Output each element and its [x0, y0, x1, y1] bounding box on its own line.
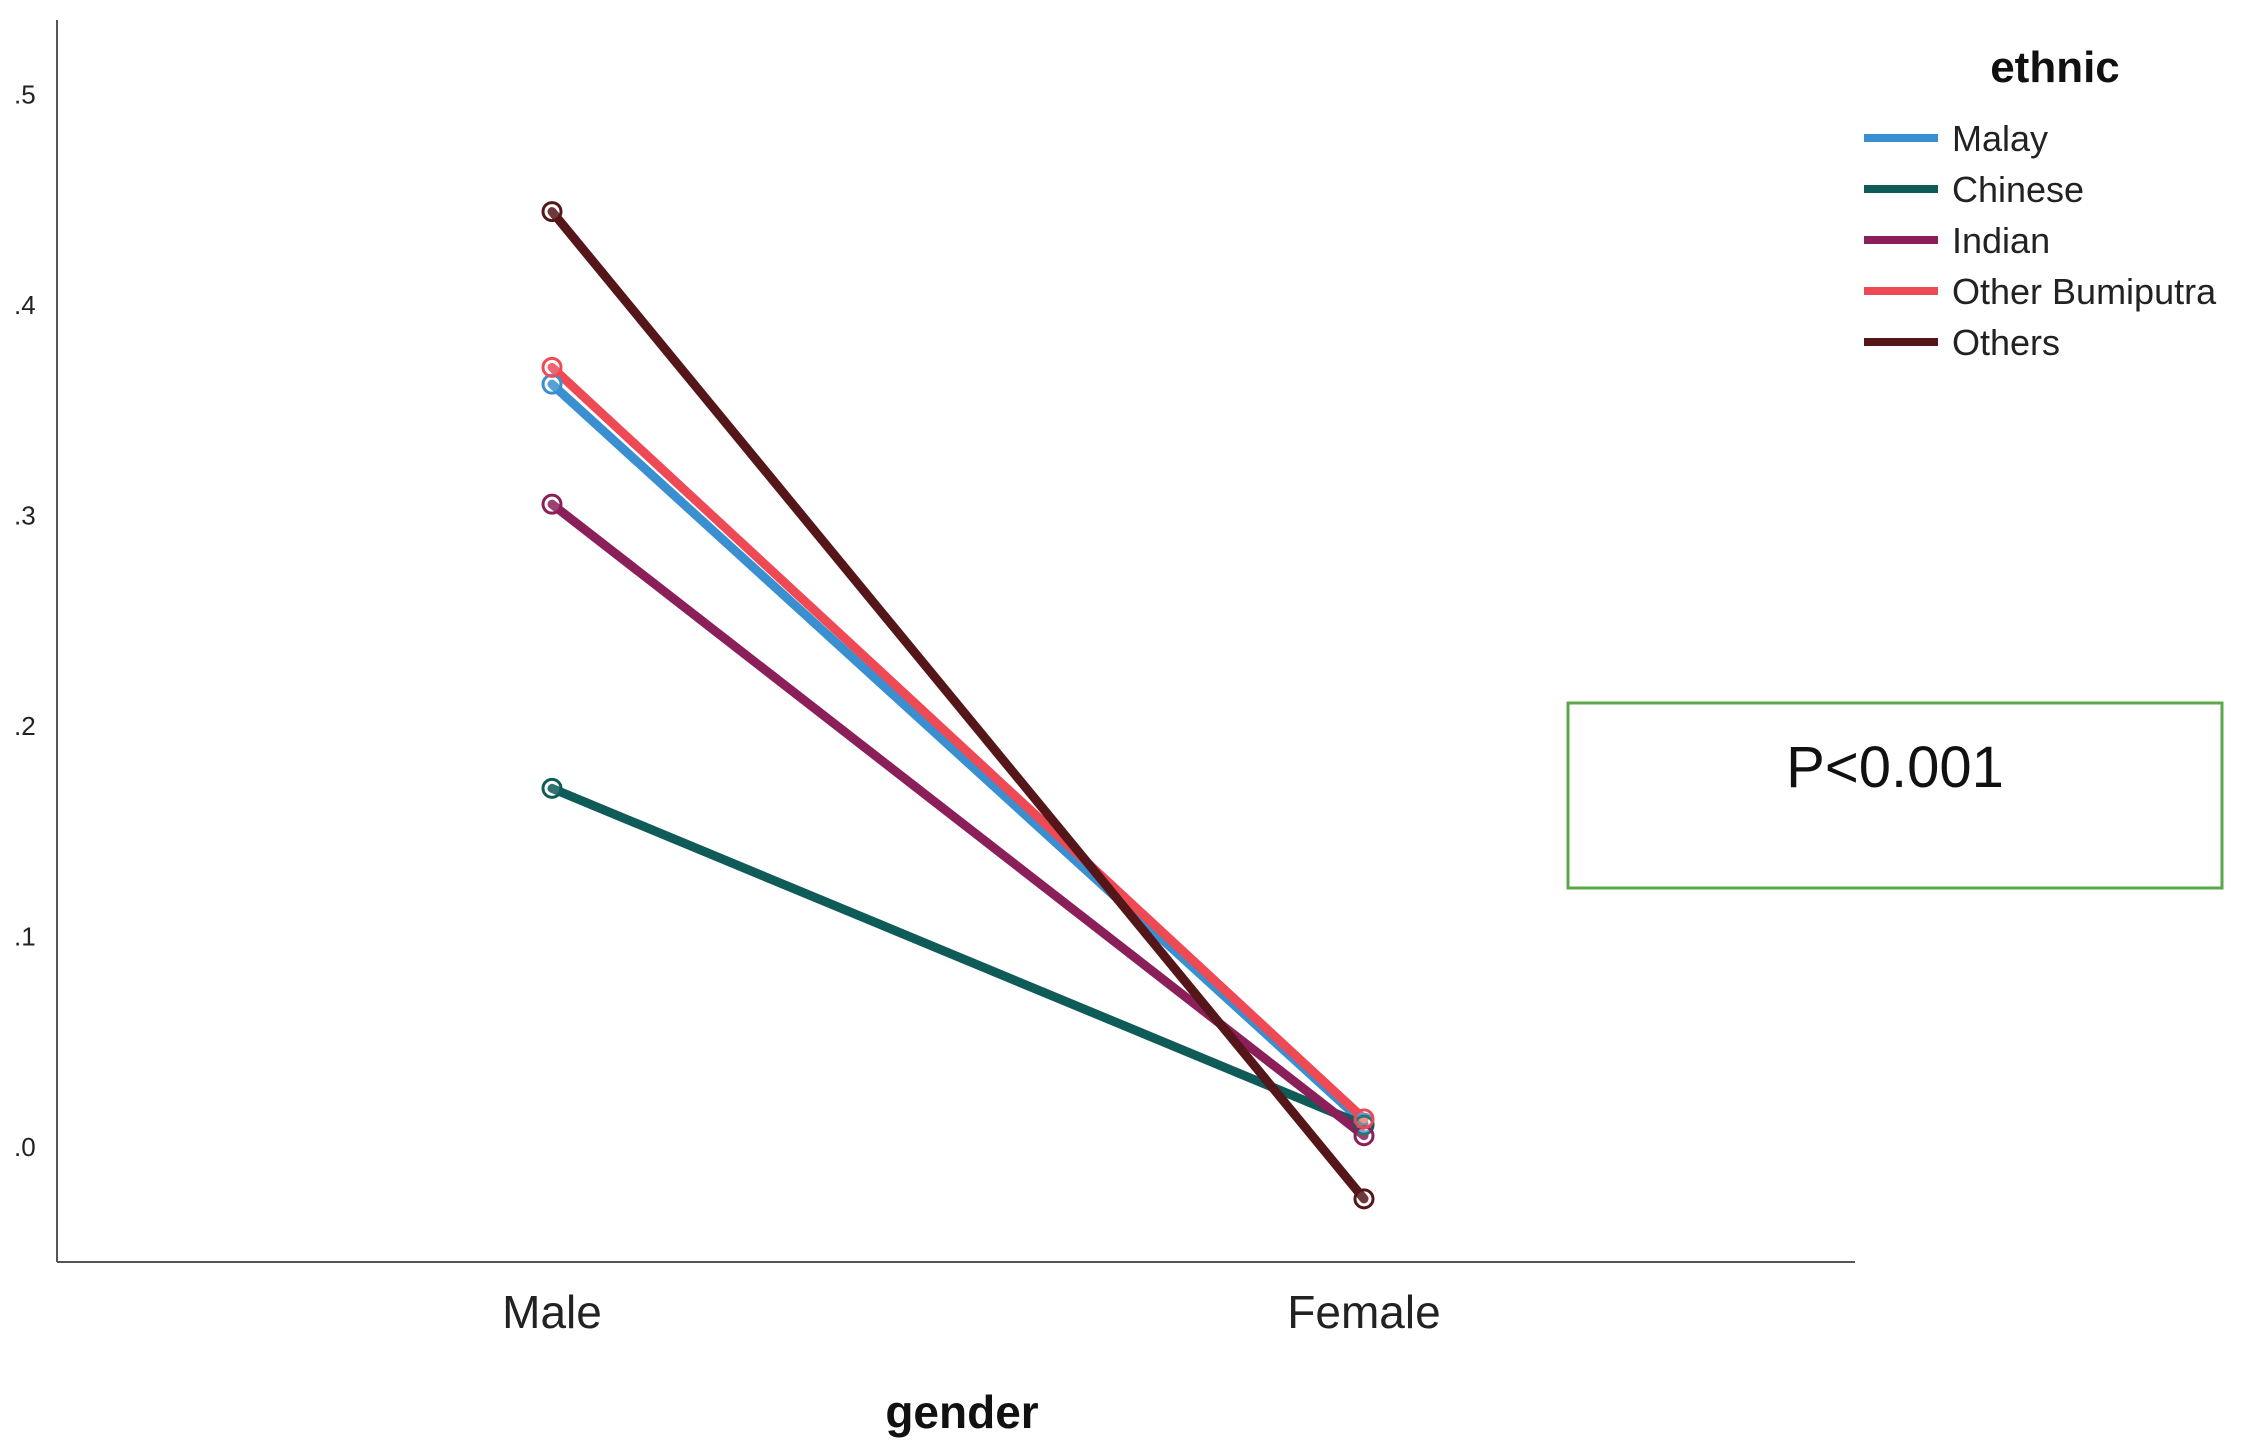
series-line-malay: [547, 379, 1369, 1128]
legend-item-malay: Malay: [1864, 118, 2048, 159]
y-tick-label: .2: [14, 711, 36, 741]
series-line-others: [547, 207, 1369, 1204]
x-axis-title: gender: [885, 1386, 1038, 1438]
series-points: [541, 201, 1375, 1210]
series-point-others-male: [541, 201, 563, 223]
legend-label: Other Bumiputra: [1952, 271, 2217, 312]
series-line-indian: [547, 499, 1369, 1141]
legend-item-indian: Indian: [1864, 220, 2050, 261]
series-point-indian-male: [541, 493, 563, 515]
legend-label: Chinese: [1952, 169, 2084, 210]
series-point-malay-male: [541, 373, 563, 395]
series-point-other-bumiputra-female: [1353, 1108, 1375, 1130]
series-point-indian-female: [1353, 1125, 1375, 1147]
legend-title: ethnic: [1990, 43, 2120, 92]
y-tick-label: .3: [14, 501, 36, 531]
legend-items: Malay Chinese Indian Other Bumiputra Others: [1864, 118, 2217, 363]
y-tick-label: .1: [14, 922, 36, 952]
y-tick-label: .0: [14, 1132, 36, 1162]
series-point-others-female: [1353, 1188, 1375, 1210]
legend-label: Malay: [1952, 118, 2048, 159]
legend-item-other-bumiputra: Other Bumiputra: [1864, 271, 2217, 312]
legend-label: Others: [1952, 322, 2060, 363]
x-category-label-male: Male: [502, 1286, 602, 1338]
p-value-text: P<0.001: [1786, 735, 2004, 800]
series-point-chinese-male: [541, 777, 563, 799]
p-value-box: [1566, 701, 2224, 890]
series-point-other-bumiputra-male: [541, 356, 563, 378]
legend-item-chinese: Chinese: [1864, 169, 2084, 210]
legend-item-others: Others: [1864, 322, 2060, 363]
x-category-labels: Male Female: [502, 1286, 1441, 1338]
series-lines: [547, 207, 1369, 1204]
y-tick-label: .5: [14, 80, 36, 110]
x-category-label-female: Female: [1287, 1286, 1440, 1338]
legend-label: Indian: [1952, 220, 2050, 261]
series-line-chinese: [547, 783, 1369, 1130]
legend: ethnic Malay Chinese Indian Other Bumiputra…: [1864, 43, 2217, 363]
p-value-annotation: P<0.001: [1566, 701, 2224, 890]
axes: [56, 20, 1855, 1263]
y-tick-label: .4: [14, 290, 36, 320]
series-line-other-bumiputra: [547, 362, 1369, 1124]
y-tick-labels: .0 .1 .2 .3 .4 .5: [14, 80, 36, 1163]
